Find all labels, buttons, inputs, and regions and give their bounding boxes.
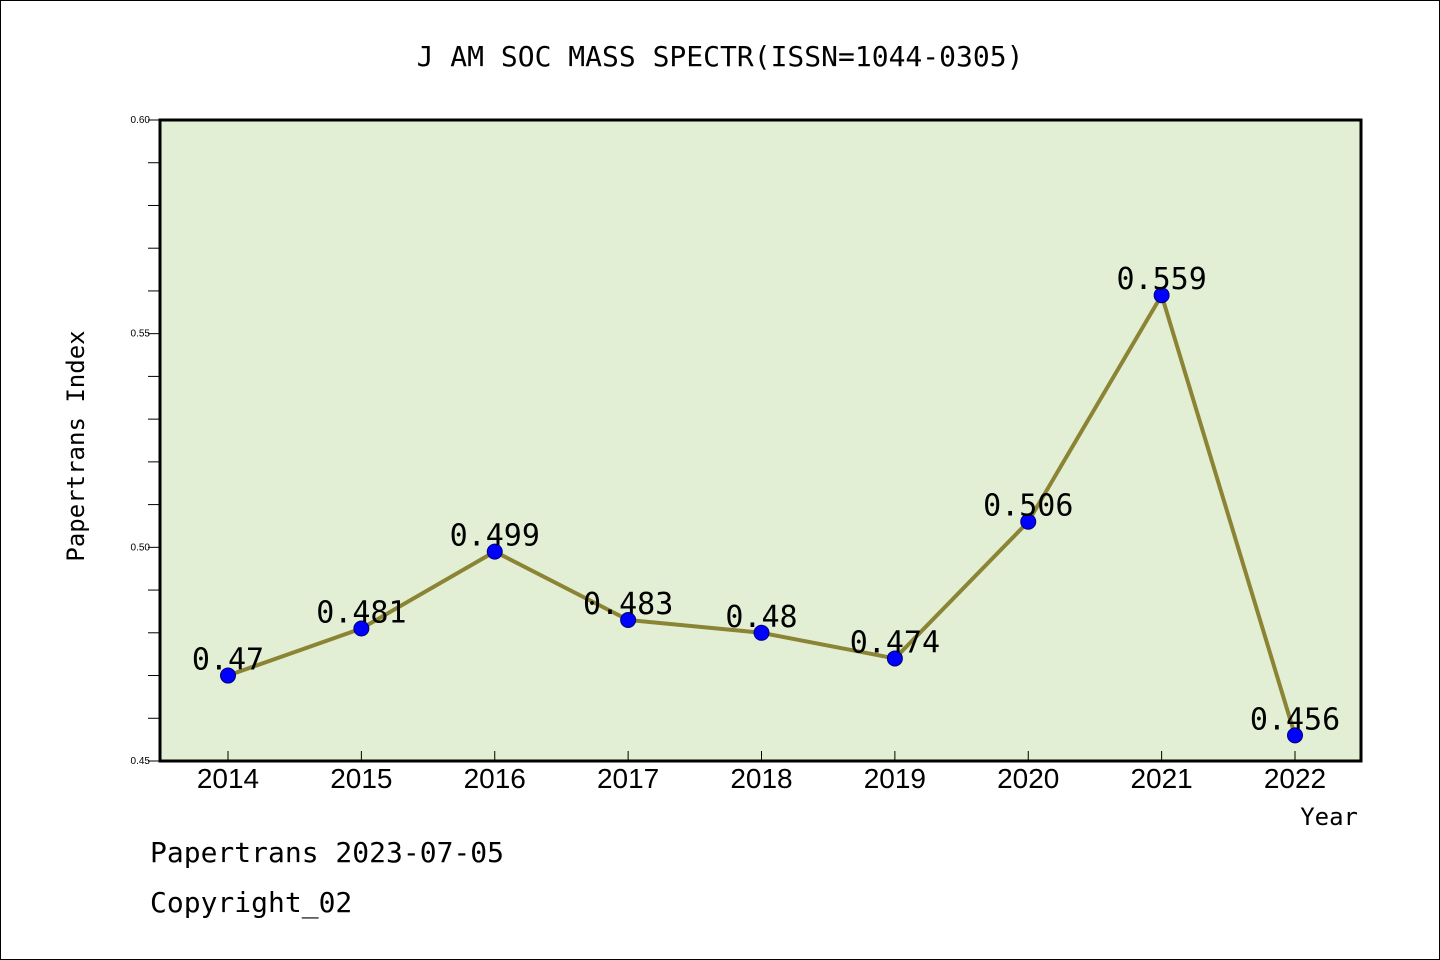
- y-tick-label: 0.60: [131, 115, 151, 126]
- data-label-2019: 0.474: [850, 625, 940, 660]
- x-tick-label: 2017: [597, 763, 659, 794]
- y-tick-label: 0.45: [131, 756, 151, 767]
- data-point-2017: [620, 611, 637, 628]
- data-point-2015: [353, 620, 370, 637]
- x-tick-label: 2018: [730, 763, 792, 794]
- data-label-2021: 0.559: [1116, 262, 1206, 297]
- data-point-2019: [886, 650, 903, 667]
- data-label-2017: 0.483: [583, 587, 673, 622]
- plot-border: [158, 118, 1363, 763]
- x-tick-label: 2022: [1264, 763, 1326, 794]
- data-point-2022: [1287, 727, 1303, 744]
- x-tick-label: 2019: [864, 763, 926, 794]
- x-tick-label: 2016: [464, 763, 526, 794]
- footer-date: Papertrans 2023-07-05: [150, 836, 505, 869]
- x-tick-label: 2015: [330, 763, 392, 794]
- footer-copyright: Copyright_02: [150, 886, 353, 919]
- data-points: [220, 287, 1303, 744]
- y-tick-label: 0.50: [131, 542, 151, 553]
- data-label-2022: 0.456: [1250, 702, 1340, 737]
- data-label-2016: 0.499: [450, 519, 540, 554]
- x-tick-label: 2020: [997, 763, 1059, 794]
- data-label-2015: 0.481: [316, 596, 406, 631]
- y-axis-title: Papertrans Index: [62, 330, 90, 561]
- chart-title: J AM SOC MASS SPECTR(ISSN=1044-0305): [417, 40, 1024, 73]
- x-tick-label: 2014: [197, 763, 259, 794]
- y-tick-label: 0.55: [131, 329, 151, 340]
- data-label-2014: 0.47: [192, 643, 264, 678]
- data-point-2021: [1153, 287, 1170, 304]
- data-labels: 0.47 0.481 0.499 0.483 0.48 0.474 0.506 0.559 0.…: [192, 262, 1340, 737]
- y-axis: 0.45 0.50 0.55 0.60: [131, 115, 160, 767]
- data-point-2016: [486, 543, 503, 560]
- data-label-2020: 0.506: [983, 489, 1073, 524]
- data-point-2018: [753, 624, 770, 641]
- x-axis: 2014 2015 2016 2017 2018 2019 2020 2021 2022: [197, 751, 1326, 794]
- data-label-2018: 0.48: [725, 600, 797, 635]
- data-point-2020: [1020, 513, 1037, 530]
- plot-area: [160, 120, 1361, 761]
- x-tick-label: 2021: [1130, 763, 1192, 794]
- x-axis-title: Year: [1300, 803, 1358, 831]
- data-point-2014: [220, 667, 236, 684]
